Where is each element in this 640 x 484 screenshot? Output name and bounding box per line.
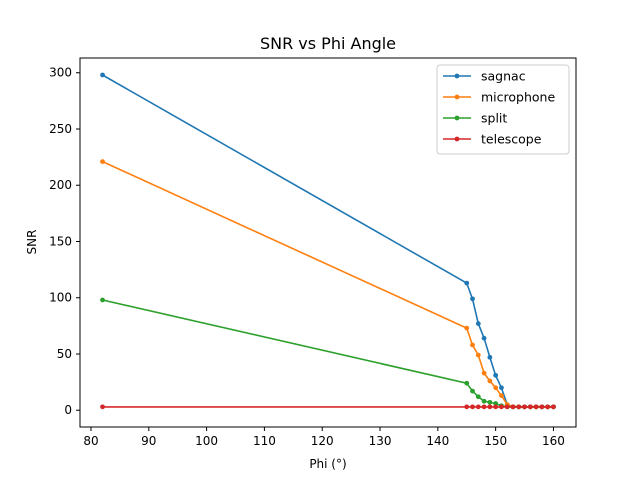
x-axis-label: Phi (°) bbox=[309, 457, 346, 471]
data-point-sagnac bbox=[470, 296, 475, 302]
data-point-telescope bbox=[516, 404, 522, 410]
data-point-telescope bbox=[470, 404, 475, 410]
data-point-split bbox=[487, 399, 493, 405]
legend-item-telescope: telescope bbox=[443, 132, 542, 147]
data-point-microphone bbox=[499, 393, 504, 399]
x-tick-label: 160 bbox=[542, 434, 565, 448]
data-point-telescope bbox=[545, 404, 551, 410]
data-point-telescope bbox=[100, 404, 105, 410]
x-tick-label: 100 bbox=[195, 434, 218, 448]
data-point-split bbox=[100, 297, 105, 303]
y-tick-label: 250 bbox=[49, 122, 72, 136]
data-point-microphone bbox=[475, 352, 481, 358]
data-point-sagnac bbox=[493, 372, 499, 378]
data-point-microphone bbox=[470, 342, 475, 348]
data-point-split bbox=[475, 394, 481, 400]
data-point-sagnac bbox=[487, 354, 493, 360]
legend-item-sagnac: sagnac bbox=[443, 69, 526, 84]
data-point-split bbox=[470, 388, 475, 394]
series-layer bbox=[100, 72, 556, 410]
axis-ticks: 80 90 100 110 120 130 140 150 160 0 50 100 150 200 250… bbox=[49, 66, 565, 448]
legend-swatch-marker bbox=[454, 73, 460, 79]
x-tick-label: 120 bbox=[311, 434, 334, 448]
legend-label: split bbox=[481, 111, 507, 126]
legend-label: sagnac bbox=[481, 69, 526, 84]
legend-label: microphone bbox=[481, 90, 555, 105]
x-tick-label: 110 bbox=[253, 434, 276, 448]
data-point-microphone bbox=[464, 325, 470, 331]
y-tick-label: 300 bbox=[49, 66, 72, 80]
series-telescope bbox=[100, 404, 556, 410]
data-point-split bbox=[493, 401, 499, 406]
axes-frame bbox=[79, 57, 577, 428]
data-point-telescope bbox=[539, 404, 545, 410]
data-point-telescope bbox=[464, 404, 470, 410]
x-tick-label: 90 bbox=[141, 434, 156, 448]
data-point-microphone bbox=[493, 385, 499, 391]
y-tick-label: 0 bbox=[64, 403, 72, 417]
legend-swatch-marker bbox=[454, 94, 460, 100]
x-tick-label: 150 bbox=[484, 434, 507, 448]
data-point-telescope bbox=[481, 404, 487, 410]
data-point-split bbox=[481, 398, 487, 404]
y-tick-label: 100 bbox=[49, 291, 72, 305]
data-point-sagnac bbox=[464, 280, 470, 286]
legend-item-split: split bbox=[443, 111, 507, 126]
data-point-telescope bbox=[527, 404, 533, 410]
data-point-sagnac bbox=[499, 385, 504, 391]
data-point-telescope bbox=[499, 404, 504, 410]
data-point-sagnac bbox=[100, 72, 105, 78]
data-point-microphone bbox=[487, 378, 493, 384]
legend-swatch-marker bbox=[454, 115, 460, 121]
data-point-microphone bbox=[481, 370, 487, 376]
legend-box bbox=[436, 64, 570, 155]
y-tick-label: 150 bbox=[49, 234, 72, 248]
data-point-sagnac bbox=[475, 321, 481, 327]
legend-item-microphone: microphone bbox=[443, 90, 555, 105]
x-tick-label: 140 bbox=[426, 434, 449, 448]
y-axis-label: SNR bbox=[25, 230, 39, 255]
legend-swatch-marker bbox=[454, 136, 460, 142]
data-point-telescope bbox=[510, 404, 516, 410]
data-point-telescope bbox=[493, 404, 499, 410]
data-point-telescope bbox=[475, 404, 481, 410]
data-point-telescope bbox=[551, 404, 556, 410]
data-point-telescope bbox=[504, 404, 510, 410]
data-point-sagnac bbox=[481, 335, 487, 341]
data-point-split bbox=[464, 380, 470, 386]
data-point-telescope bbox=[487, 404, 493, 410]
data-point-telescope bbox=[533, 404, 539, 410]
legend-label: telescope bbox=[481, 132, 542, 147]
x-tick-label: 80 bbox=[83, 434, 98, 448]
y-tick-label: 200 bbox=[49, 178, 72, 192]
chart-title: SNR vs Phi Angle bbox=[260, 34, 396, 53]
x-tick-label: 130 bbox=[369, 434, 392, 448]
legend: sagnac microphone split telescope bbox=[436, 64, 570, 155]
y-tick-label: 50 bbox=[57, 347, 72, 361]
data-point-telescope bbox=[522, 404, 527, 410]
data-point-microphone bbox=[100, 159, 105, 165]
